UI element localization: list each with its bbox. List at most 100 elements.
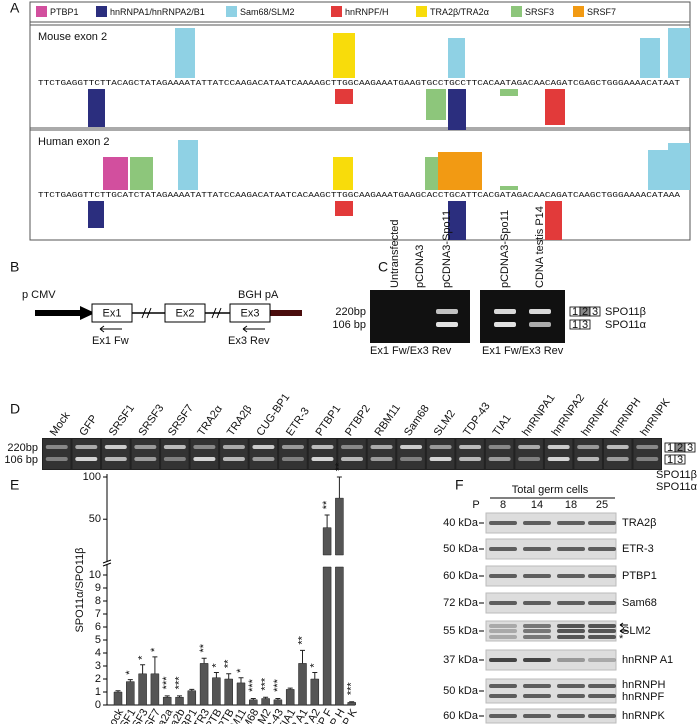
isoform-exon bbox=[674, 454, 686, 465]
lane bbox=[603, 439, 632, 469]
bar bbox=[249, 699, 258, 706]
marker: * bbox=[619, 633, 624, 645]
band bbox=[311, 445, 334, 449]
significance: ** bbox=[333, 462, 345, 471]
binding-site bbox=[448, 201, 466, 240]
size-label: 72 kDa bbox=[443, 597, 479, 609]
bar bbox=[126, 681, 135, 706]
band bbox=[193, 457, 216, 461]
band bbox=[436, 322, 458, 327]
primer-label: Ex1 Fw bbox=[92, 335, 129, 347]
exon bbox=[229, 303, 271, 323]
binding-site bbox=[545, 89, 565, 125]
primer-fw bbox=[99, 325, 122, 333]
primer-label: Ex3 Rev bbox=[228, 335, 270, 347]
protein-label: TRA2β bbox=[622, 517, 656, 529]
lane-label: SRSF3 bbox=[136, 402, 166, 438]
bar bbox=[138, 673, 147, 706]
band bbox=[281, 457, 304, 461]
binding-site bbox=[640, 38, 660, 78]
blot-band bbox=[557, 521, 585, 525]
isoform-exon-label: 3 bbox=[582, 319, 588, 331]
blot-band bbox=[523, 635, 551, 639]
size-label: 60 kDa bbox=[443, 570, 479, 582]
blot-band bbox=[557, 714, 585, 718]
bar bbox=[322, 527, 332, 706]
lane-label: SLM2 bbox=[432, 408, 458, 438]
blot-band bbox=[489, 658, 517, 662]
binding-site bbox=[448, 38, 465, 78]
blot-band bbox=[588, 635, 616, 639]
promoter-arrow bbox=[35, 306, 95, 320]
bar bbox=[175, 696, 184, 706]
band bbox=[636, 457, 659, 461]
lane bbox=[131, 439, 160, 469]
significance: * bbox=[149, 647, 161, 652]
bar bbox=[113, 691, 123, 706]
blot-band bbox=[523, 658, 551, 662]
significance: ** bbox=[321, 500, 333, 509]
isoform-label: SPO11β bbox=[656, 469, 697, 481]
age: 25 bbox=[596, 499, 608, 511]
binding-site bbox=[438, 152, 482, 190]
polya bbox=[270, 310, 302, 316]
lane bbox=[633, 439, 661, 469]
band bbox=[222, 445, 245, 449]
human-frame bbox=[29, 129, 691, 241]
band bbox=[577, 445, 600, 449]
error-bar bbox=[189, 688, 195, 691]
panel-letter: E bbox=[10, 477, 19, 493]
blot-band bbox=[557, 635, 585, 639]
blot-band bbox=[588, 714, 616, 718]
isoform-exon-label: 1 bbox=[572, 319, 578, 331]
blot-band bbox=[557, 629, 585, 633]
lane-label: SRSF1 bbox=[107, 402, 137, 438]
legend-swatch bbox=[226, 6, 237, 17]
legend-swatch bbox=[416, 6, 427, 17]
y-tick-label: 50 bbox=[89, 513, 101, 525]
band bbox=[547, 457, 570, 461]
panel-letter: B bbox=[10, 259, 19, 275]
error-bar bbox=[201, 657, 207, 664]
blot-band bbox=[489, 684, 517, 688]
bar bbox=[224, 678, 233, 706]
significance: * bbox=[235, 668, 247, 673]
lane-label: TRA2β bbox=[225, 403, 255, 438]
band bbox=[134, 445, 157, 449]
bar bbox=[150, 673, 160, 706]
lane-label: hnRNPK bbox=[638, 396, 673, 438]
band bbox=[370, 457, 393, 461]
band bbox=[494, 309, 516, 314]
error-bar bbox=[324, 514, 330, 528]
blot-band bbox=[489, 714, 517, 718]
bar bbox=[347, 702, 356, 706]
lane bbox=[43, 439, 71, 469]
isoform-exon-label: 2 bbox=[677, 442, 683, 454]
isoform-label: SPO11α bbox=[656, 481, 698, 493]
blot-band bbox=[588, 574, 616, 578]
legend-label: SRSF7 bbox=[587, 7, 616, 17]
polya-label: BGH pA bbox=[238, 289, 279, 301]
band bbox=[436, 309, 458, 314]
y-tick-label: 6 bbox=[95, 621, 101, 633]
significance: *** bbox=[161, 676, 173, 690]
significance: *** bbox=[173, 676, 185, 690]
bar bbox=[261, 698, 270, 706]
legend-label: Sam68/SLM2 bbox=[240, 7, 295, 17]
y-tick-label: 5 bbox=[95, 634, 101, 646]
protein-label: hnRNPF bbox=[622, 691, 664, 703]
band bbox=[488, 457, 511, 461]
exon-label: Ex1 bbox=[103, 307, 122, 319]
legend-label: PTBP1 bbox=[50, 7, 79, 17]
lane-label: GFP bbox=[77, 413, 100, 438]
band bbox=[529, 309, 551, 314]
band bbox=[134, 457, 157, 461]
blot-band bbox=[557, 547, 585, 551]
mouse-frame bbox=[29, 24, 691, 129]
y-tick-label: 8 bbox=[95, 595, 101, 607]
panel-a-frame bbox=[29, 1, 691, 241]
y-tick-label: 7 bbox=[95, 608, 101, 620]
lane bbox=[426, 439, 455, 469]
blot-band bbox=[523, 714, 551, 718]
error-bar bbox=[312, 672, 318, 679]
